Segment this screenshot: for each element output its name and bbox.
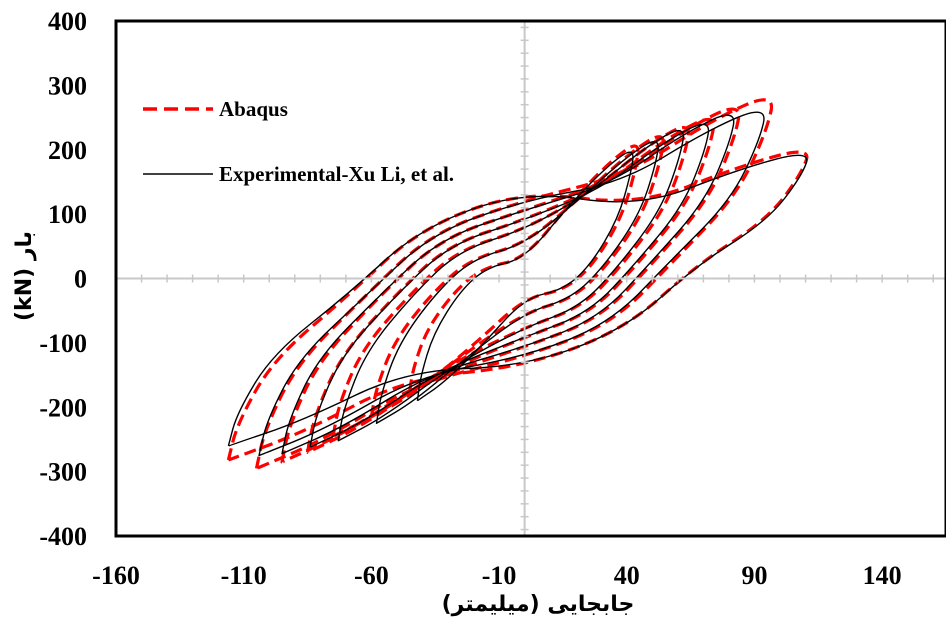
x-tick-label: -160 — [92, 561, 140, 590]
x-tick-label: -110 — [221, 561, 267, 590]
x-tick-label: -10 — [482, 561, 517, 590]
experimental-loop — [309, 123, 710, 448]
curves-layer — [226, 98, 809, 471]
experimental-loop — [227, 154, 808, 447]
zero-axes — [116, 21, 946, 536]
y-tick-label: 100 — [48, 200, 87, 229]
x-tick-label: -60 — [354, 561, 389, 590]
y-tick-label: -200 — [39, 393, 87, 422]
y-tick-label: -300 — [39, 458, 87, 487]
y-tick-label: 0 — [74, 265, 87, 294]
legend-label-abaqus: Abaqus — [219, 97, 288, 121]
legend-label-experimental: Experimental-Xu Li, et al. — [219, 162, 454, 186]
x-axis-title: جابجایی (میلیمتر) — [442, 592, 635, 617]
abaqus-loop — [305, 118, 716, 454]
y-tick-label: 300 — [48, 71, 87, 100]
legend: Abaqus Experimental-Xu Li, et al. — [143, 97, 454, 186]
abaqus-loop — [331, 126, 690, 438]
experimental-loop — [258, 111, 765, 457]
x-tick-label: 40 — [614, 561, 640, 590]
y-tick-label: 400 — [48, 7, 87, 36]
y-tick-label: 200 — [48, 136, 87, 165]
y-axis-title: بار (kN) — [12, 231, 37, 321]
tick-labels: -160 -110 -60 -10 40 90 140 400 300 200 100 0 -100 -2… — [39, 7, 901, 590]
plot-frame — [114, 19, 946, 538]
experimental-loop — [416, 151, 634, 402]
abaqus-loop — [408, 144, 640, 393]
abaqus-loop — [254, 98, 774, 471]
y-tick-label: -100 — [39, 329, 87, 358]
abaqus-loop — [369, 135, 665, 419]
experimental-loop — [337, 129, 685, 442]
x-tick-label: 140 — [863, 561, 902, 590]
y-tick-label: -400 — [39, 522, 87, 551]
experimental-loop — [281, 114, 735, 455]
x-tick-label: 90 — [741, 561, 767, 590]
abaqus-loop — [226, 150, 809, 462]
